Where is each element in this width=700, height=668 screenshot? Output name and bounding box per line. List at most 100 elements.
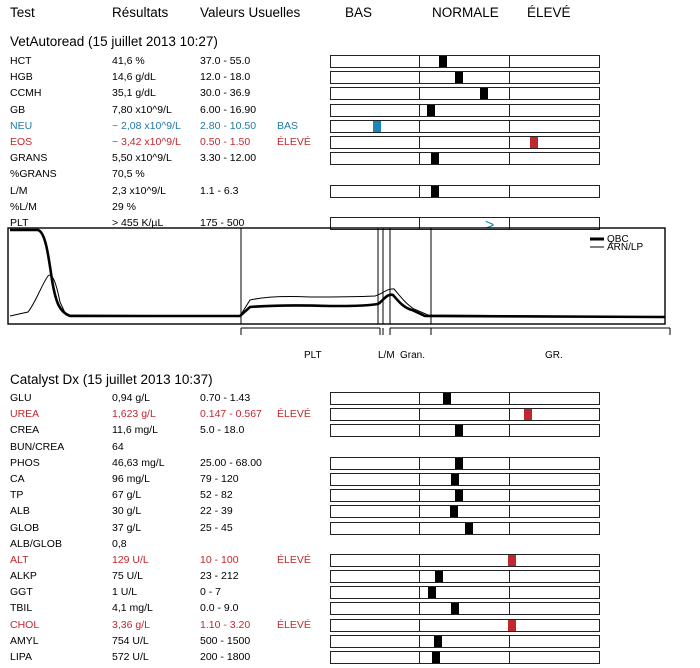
catalyst-title: Catalyst Dx (15 juillet 2013 10:37) [10, 372, 213, 387]
result-value: 46,63 mg/L [112, 456, 165, 469]
reference-range: 30.0 - 36.9 [200, 87, 251, 100]
test-name: TBIL [10, 602, 33, 615]
legend-label-arn: ARN/LP [607, 242, 643, 253]
graph-frame [7, 227, 666, 325]
result-value: 1 U/L [112, 586, 138, 599]
test-name: %GRANS [10, 168, 57, 181]
result-value: 0,94 g/L [112, 392, 150, 404]
reference-range: 23 - 212 [200, 570, 239, 583]
test-name: ALB [10, 505, 30, 518]
test-name: GGT [10, 586, 33, 599]
range-divider [419, 424, 420, 438]
reference-range: 0.147 - 0.567 [200, 408, 262, 421]
range-divider [419, 521, 420, 535]
result-value: 30 g/L [112, 505, 142, 518]
range-bar [330, 456, 600, 470]
reference-range: 79 - 120 [200, 472, 239, 485]
result-row: PLT > 455 K/µL 175 - 500 > [0, 215, 700, 233]
result-row: L/M 2,3 x10^9/L 1.1 - 6.3 [0, 183, 700, 199]
range-bar [330, 71, 600, 85]
result-marker [451, 603, 460, 615]
range-divider [419, 456, 420, 470]
result-row: ALT 129 U/L 10 - 100 ÉLEVÉ [0, 552, 700, 568]
test-name: PLT [10, 216, 29, 229]
status-flag: ÉLEVÉ [277, 553, 311, 566]
range-divider [509, 392, 510, 405]
range-bar [330, 553, 600, 567]
range-divider [419, 184, 420, 198]
test-name: TP [10, 489, 24, 502]
test-name: ALT [10, 553, 29, 566]
result-value: ~ 2,08 x10^9/L [112, 119, 181, 132]
test-name: %L/M [10, 200, 37, 213]
range-divider [419, 71, 420, 85]
reference-range: 10 - 100 [200, 553, 239, 566]
col-header-test: Test [10, 5, 35, 20]
range-divider [509, 103, 510, 117]
range-bar [330, 119, 600, 133]
range-divider [419, 489, 420, 503]
range-divider [509, 216, 510, 230]
range-bar [330, 152, 600, 166]
vetautoread-title: VetAutoread (15 juillet 2013 10:27) [10, 34, 218, 49]
range-bar [330, 618, 600, 632]
result-row: %GRANS 70,5 % [0, 166, 700, 182]
vetautoread-results: HCT 41,6 % 37.0 - 55.0 HGB 14,6 g/dL 12.0 - 1… [0, 53, 700, 233]
result-value: 3,36 g/L [112, 618, 150, 631]
range-divider [419, 392, 420, 405]
result-row: NEU ~ 2,08 x10^9/L 2.80 - 10.50 BAS [0, 118, 700, 134]
graph-label-plt: PLT [304, 350, 322, 361]
test-name: NEU [10, 119, 33, 132]
result-marker [432, 652, 441, 663]
result-row: AMYL 754 U/L 500 - 1500 [0, 633, 700, 649]
range-divider [509, 472, 510, 486]
col-header-eleve: ÉLEVÉ [527, 5, 571, 20]
result-marker [428, 587, 437, 599]
result-row: ALB 30 g/L 22 - 39 [0, 503, 700, 519]
range-divider [509, 184, 510, 198]
range-bar [330, 651, 600, 664]
result-marker [435, 571, 443, 583]
test-name: HCT [10, 55, 32, 67]
result-row: ALB/GLOB 0,8 [0, 536, 700, 552]
test-name: BUN/CREA [10, 440, 65, 453]
range-bar [330, 103, 600, 117]
range-divider [509, 489, 510, 503]
result-value: 572 U/L [112, 651, 149, 663]
range-divider [419, 651, 420, 664]
reference-range: 1.1 - 6.3 [200, 184, 239, 197]
result-value: 129 U/L [112, 553, 149, 566]
result-value: 7,80 x10^9/L [112, 103, 172, 116]
result-row: HCT 41,6 % 37.0 - 55.0 [0, 53, 700, 69]
status-flag: BAS [277, 119, 299, 132]
col-header-ref: Valeurs Usuelles [200, 5, 301, 20]
reference-range: 37.0 - 55.0 [200, 55, 251, 67]
range-divider [509, 135, 510, 149]
reference-range: 6.00 - 16.90 [200, 103, 257, 116]
result-marker [443, 393, 452, 404]
reference-range: 12.0 - 18.0 [200, 71, 251, 84]
range-divider [419, 602, 420, 616]
result-marker [507, 619, 516, 631]
range-bar [330, 634, 600, 648]
range-divider [509, 424, 510, 438]
result-row: %L/M 29 % [0, 199, 700, 215]
result-row: TP 67 g/L 52 - 82 [0, 487, 700, 503]
result-value: 1,623 g/L [112, 408, 156, 421]
result-row: LIPA 572 U/L 200 - 1800 [0, 649, 700, 665]
result-marker [372, 120, 381, 132]
test-name: GLU [10, 392, 32, 404]
range-divider [419, 216, 420, 230]
result-row: UREA 1,623 g/L 0.147 - 0.567 ÉLEVÉ [0, 406, 700, 422]
result-marker [464, 522, 473, 534]
result-marker [507, 554, 516, 566]
curve-arn [9, 274, 666, 318]
graph-label-gran: Gran. [400, 350, 425, 361]
test-name: CHOL [10, 618, 40, 631]
range-bar [330, 586, 600, 600]
test-name: CREA [10, 424, 40, 437]
result-row: GLOB 37 g/L 25 - 45 [0, 520, 700, 536]
test-name: L/M [10, 184, 28, 197]
reference-range: 175 - 500 [200, 216, 245, 229]
result-value: 754 U/L [112, 634, 149, 647]
